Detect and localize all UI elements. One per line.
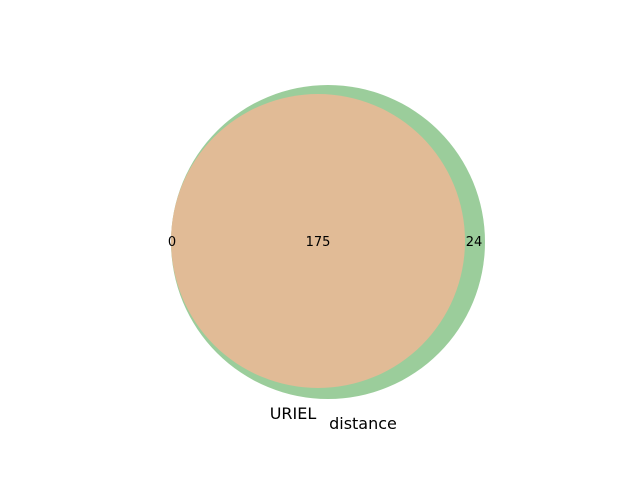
distance-set-label: distance — [329, 414, 397, 433]
uriel-set-label: URIEL — [270, 404, 317, 423]
intersection-count: 175 — [306, 235, 331, 250]
distance-only-count: 24 — [466, 235, 483, 250]
uriel-only-count: 0 — [168, 235, 176, 250]
uriel-set-circle — [171, 94, 465, 388]
